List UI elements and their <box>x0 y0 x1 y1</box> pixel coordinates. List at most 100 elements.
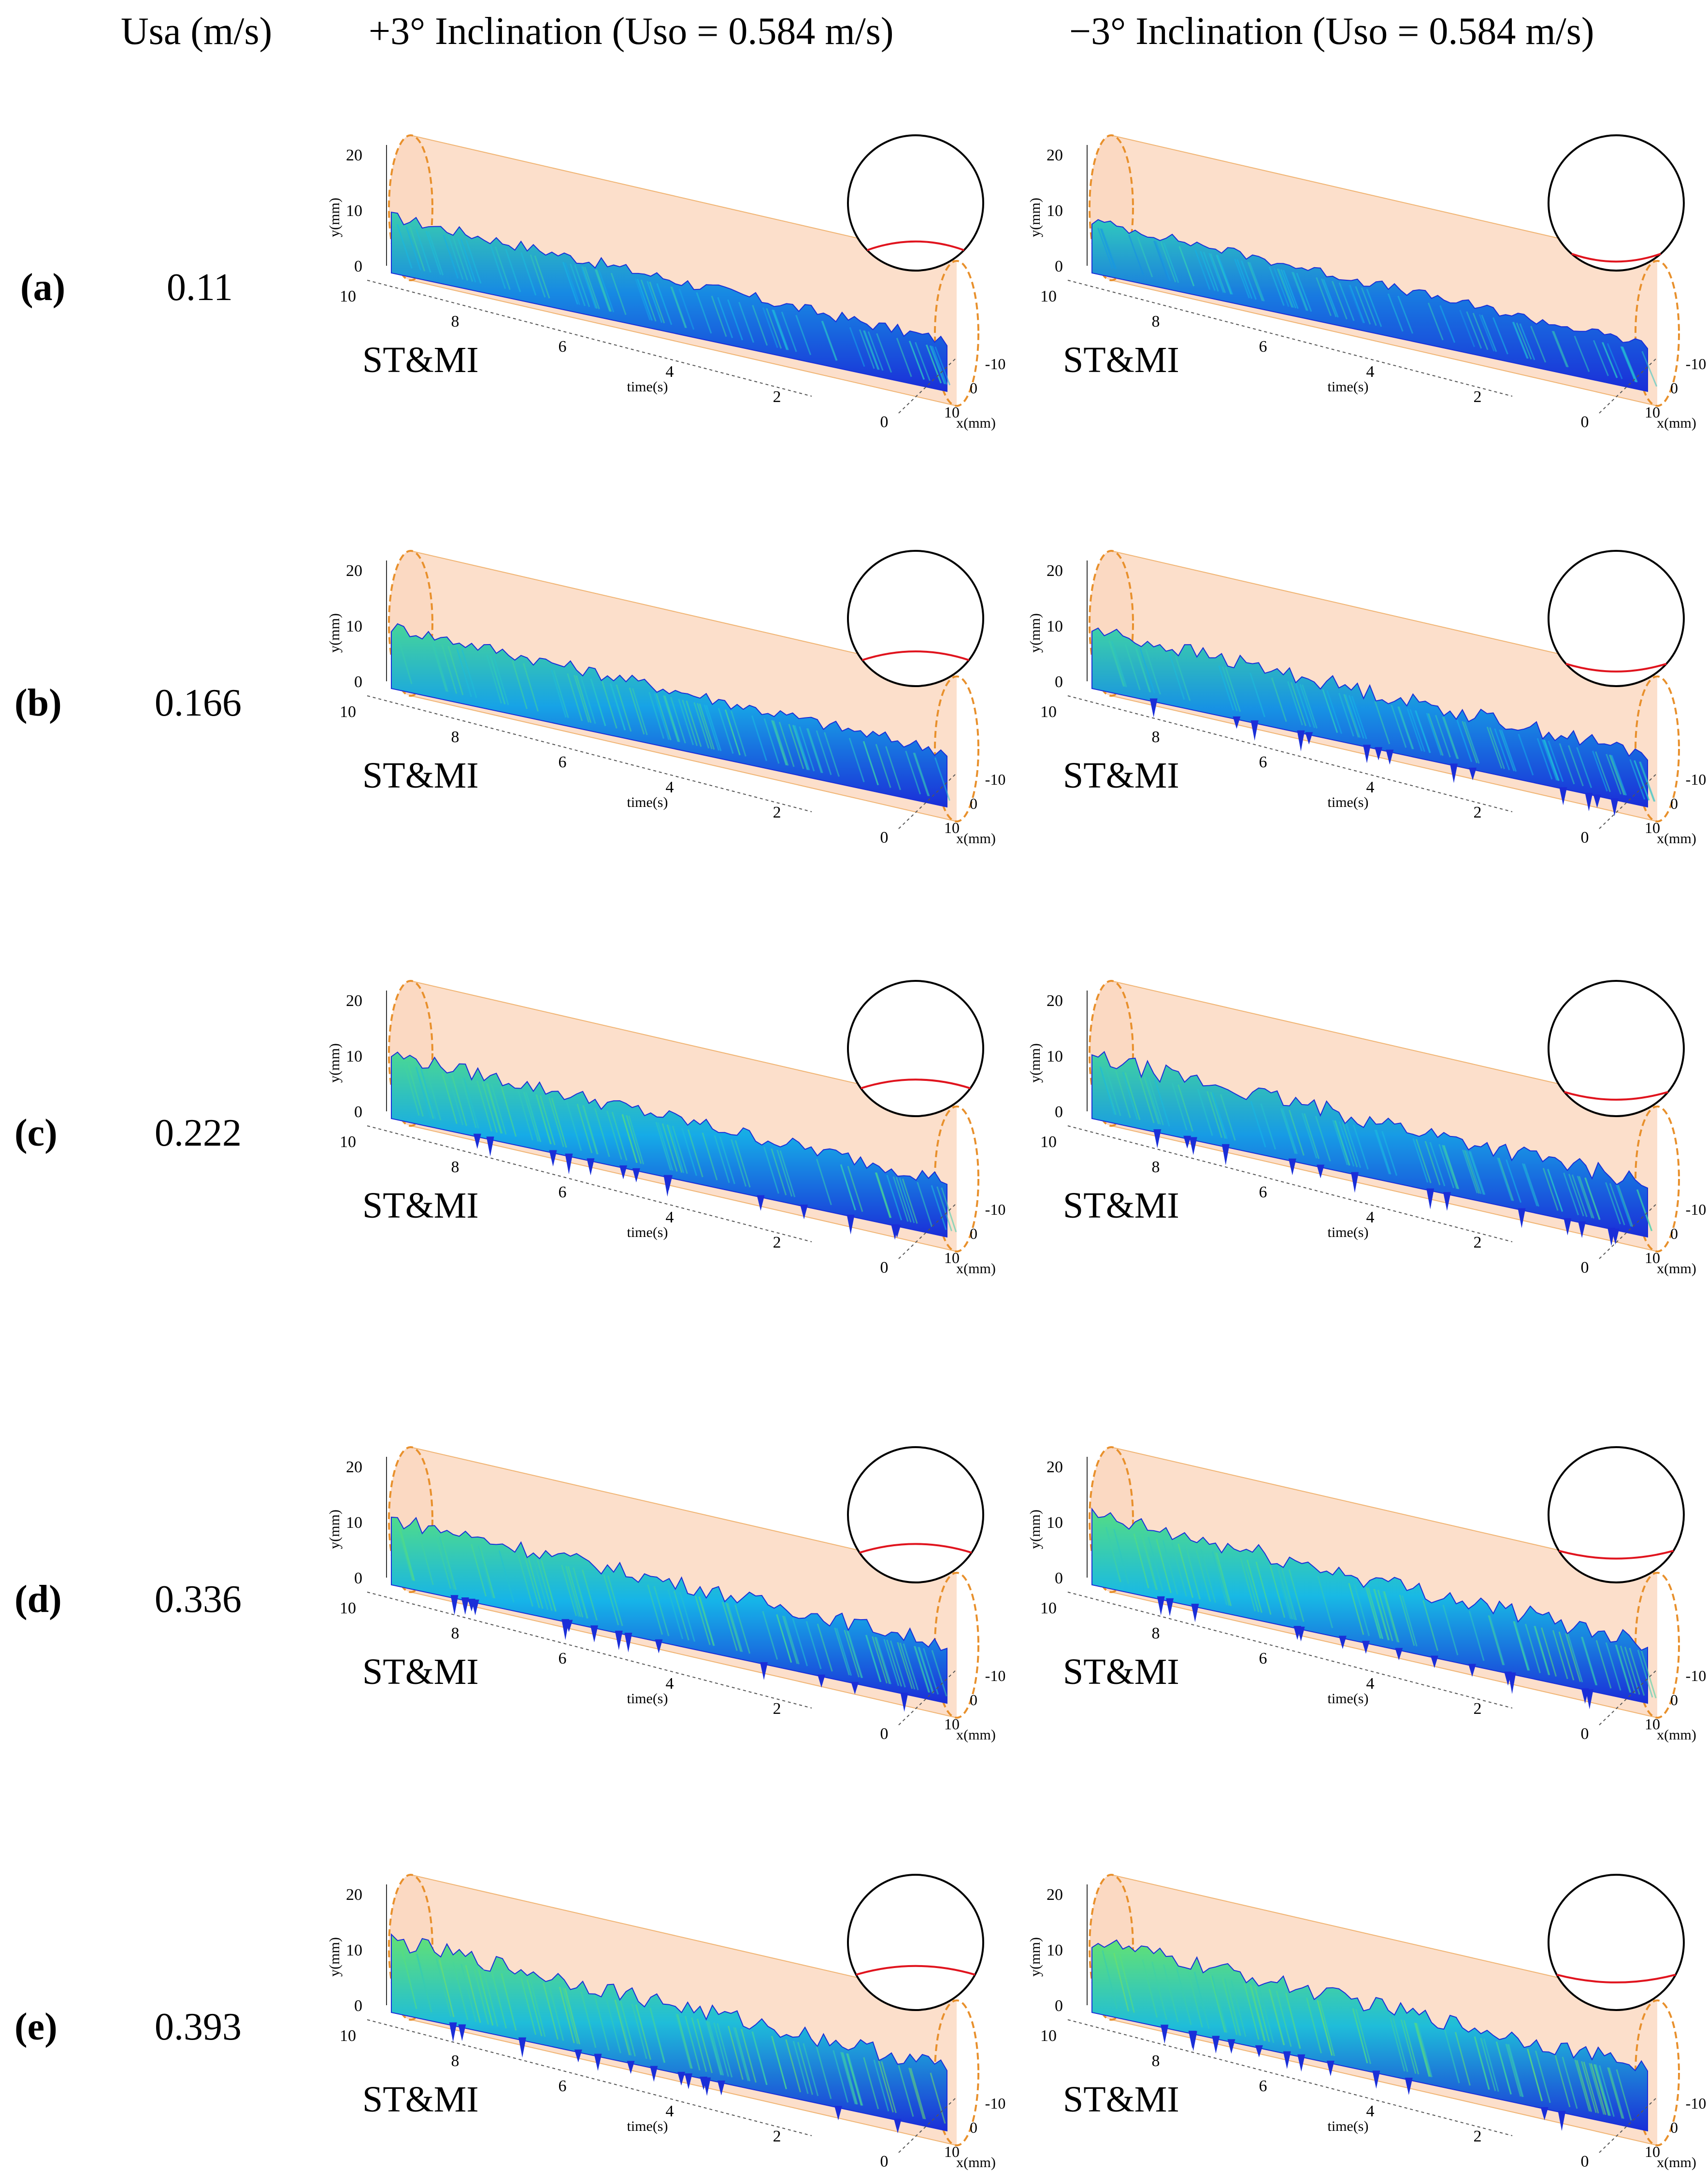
x-axis-line <box>898 357 957 414</box>
time-axis-line <box>1067 2019 1513 2136</box>
x-tick-label: 10 <box>944 1249 960 1266</box>
y-tick-label: 10 <box>1047 202 1063 220</box>
time-tick-label: 4 <box>1366 363 1375 381</box>
x-axis-label: x(mm) <box>1657 415 1696 431</box>
time-tick-label: 0 <box>1581 2153 1589 2170</box>
time-axis-label: time(s) <box>1328 1224 1369 1240</box>
time-tick-label: 0 <box>880 829 889 847</box>
time-tick-label: 8 <box>1152 1158 1160 1176</box>
x-tick-label: 0 <box>1670 795 1678 812</box>
usa-value: 0.11 <box>167 266 233 309</box>
y-tick-label: 20 <box>346 1458 362 1476</box>
row-label: (b) <box>14 682 62 724</box>
x-tick-label: 10 <box>1645 2143 1660 2160</box>
time-tick-label: 2 <box>773 1700 781 1718</box>
y-tick-label: 20 <box>1047 146 1063 164</box>
time-tick-label: 10 <box>1040 1133 1057 1151</box>
time-axis-line <box>367 1592 812 1709</box>
x-axis-line <box>1599 1203 1658 1259</box>
film-surface-texture <box>1105 1527 1657 1710</box>
time-tick-label: 4 <box>1366 2102 1375 2120</box>
film-surface <box>1091 627 1648 808</box>
time-tick-label: 6 <box>559 753 567 771</box>
time-axis-label: time(s) <box>1328 2118 1369 2134</box>
x-axis-line <box>1599 357 1658 414</box>
time-axis-line <box>367 2019 812 2136</box>
cross-section-circle <box>847 980 984 1117</box>
gas-liquid-interface-line <box>1556 1973 1676 1983</box>
time-tick-label: 10 <box>1040 703 1057 721</box>
time-tick-label: 0 <box>1581 829 1589 847</box>
y-tick-label: 20 <box>346 1886 362 1904</box>
x-axis-line <box>898 773 957 829</box>
gas-liquid-interface-line <box>1565 662 1667 673</box>
time-tick-label: 6 <box>1259 2077 1267 2095</box>
film-surface-texture <box>396 634 950 801</box>
time-tick-label: 10 <box>340 2027 356 2045</box>
x-tick-label: 10 <box>1645 403 1660 421</box>
x-tick-label: -10 <box>1686 355 1707 373</box>
time-tick-label: 8 <box>1152 313 1160 330</box>
gas-liquid-interface-line <box>1558 1550 1674 1560</box>
y-tick-label: 20 <box>346 146 362 164</box>
time-tick-label: 4 <box>666 2102 674 2120</box>
flow-pattern-tag: ST&MI <box>362 2079 479 2120</box>
flow-pattern-tag: ST&MI <box>362 340 479 380</box>
time-axis-label: time(s) <box>627 379 668 395</box>
usa-value: 0.222 <box>155 1112 242 1154</box>
x-tick-label: 0 <box>1670 379 1678 397</box>
time-tick-label: 0 <box>880 1259 889 1277</box>
flow-pattern-tag: ST&MI <box>362 1185 479 1226</box>
pipe-bottom-edge <box>410 695 957 822</box>
row-label: (e) <box>14 2006 57 2048</box>
usa-value: 0.166 <box>155 682 242 724</box>
pipe-bottom-edge <box>410 1592 957 1718</box>
x-tick-label: 10 <box>944 403 960 421</box>
cross-section-circle <box>847 1874 984 2011</box>
y-tick-label: 20 <box>1047 992 1063 1010</box>
time-tick-label: 6 <box>1259 338 1267 356</box>
time-tick-label: 10 <box>340 703 356 721</box>
film-surface <box>1091 1507 1648 1704</box>
y-tick-label: 10 <box>346 1941 362 1959</box>
time-tick-label: 4 <box>666 778 674 796</box>
y-tick-label: 10 <box>1047 1941 1063 1959</box>
x-tick-label: 10 <box>944 2143 960 2160</box>
x-tick-label: -10 <box>985 2095 1006 2112</box>
time-tick-label: 0 <box>1581 1725 1589 1743</box>
time-tick-label: 0 <box>1581 1259 1589 1277</box>
film-surface-texture <box>396 224 951 386</box>
y-tick-label: 0 <box>1055 1103 1063 1121</box>
time-axis-label: time(s) <box>627 1691 668 1707</box>
time-tick-label: 6 <box>559 2077 567 2095</box>
time-tick-label: 4 <box>666 1208 674 1226</box>
time-tick-label: 0 <box>880 1725 889 1743</box>
y-tick-label: 20 <box>1047 562 1063 580</box>
time-axis-label: time(s) <box>1328 379 1369 395</box>
time-axis-line <box>367 280 812 397</box>
y-tick-label: 0 <box>354 1103 362 1121</box>
x-axis-line <box>898 1669 957 1725</box>
time-tick-label: 6 <box>1259 753 1267 771</box>
time-tick-label: 8 <box>451 2052 459 2070</box>
time-axis-line <box>1067 1125 1513 1242</box>
y-tick-label: 10 <box>1047 618 1063 635</box>
film-surface <box>391 1933 947 2132</box>
film-surface-texture <box>1097 228 1658 387</box>
y-tick-label: 10 <box>1047 1514 1063 1532</box>
y-tick-label: 10 <box>346 1514 362 1532</box>
y-tick-label: 10 <box>1047 1048 1063 1065</box>
time-axis-label: time(s) <box>1328 794 1369 810</box>
gas-liquid-interface-line <box>859 1543 972 1554</box>
time-tick-label: 10 <box>1040 1599 1057 1617</box>
flow-pattern-tag: ST&MI <box>362 755 479 796</box>
time-tick-label: 8 <box>451 1158 459 1176</box>
gas-liquid-interface-line <box>856 1965 975 1976</box>
flow-pattern-tag: ST&MI <box>1063 2079 1179 2120</box>
y-axis-label: y(mm) <box>1027 613 1043 653</box>
